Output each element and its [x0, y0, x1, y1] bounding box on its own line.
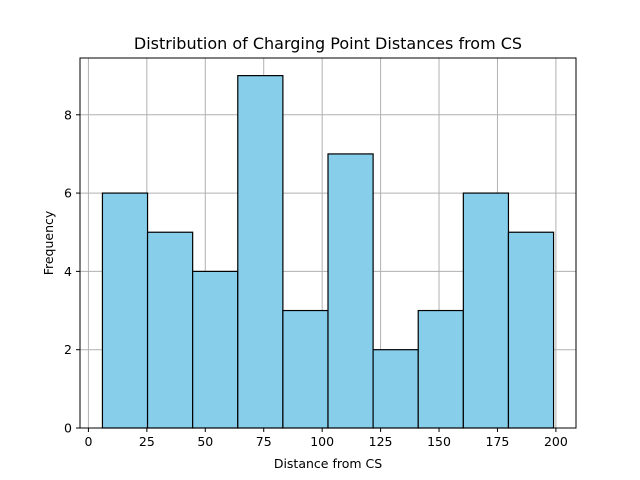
- x-tick-label: 75: [256, 434, 272, 449]
- x-axis-ticks: 0 25 50 75 100 125 150 175 200: [84, 428, 568, 449]
- histogram-bar: [192, 270, 239, 429]
- histogram-bar: [237, 75, 284, 429]
- y-axis-ticks: 0 2 4 6 8: [64, 107, 80, 436]
- histogram-bar: [101, 192, 149, 429]
- x-tick-label: 100: [310, 434, 334, 449]
- y-tick-label: 2: [64, 342, 72, 357]
- histogram-bar: [146, 231, 194, 429]
- histogram-bar: [282, 309, 329, 429]
- x-tick-label: 125: [369, 434, 393, 449]
- y-axis-label: Frequency: [41, 210, 56, 275]
- plot-frame: [79, 57, 577, 429]
- x-axis-label: Distance from CS: [274, 456, 382, 471]
- y-tick-label: 0: [64, 421, 72, 436]
- y-tick-label: 4: [64, 264, 72, 279]
- chart-title: Distribution of Charging Point Distances…: [134, 34, 522, 53]
- y-tick-label: 6: [64, 186, 72, 201]
- y-tick-label: 8: [64, 107, 72, 122]
- histogram-bars: [101, 75, 555, 429]
- histogram-bar: [507, 231, 555, 429]
- x-tick-label: 0: [84, 434, 92, 449]
- x-tick-label: 175: [486, 434, 510, 449]
- x-tick-label: 50: [197, 434, 213, 449]
- histogram-bar: [327, 153, 374, 429]
- histogram-bar: [372, 349, 419, 429]
- histogram-bar: [417, 309, 464, 429]
- x-tick-label: 200: [544, 434, 568, 449]
- histogram-bar: [462, 192, 510, 429]
- x-tick-label: 150: [427, 434, 451, 449]
- x-tick-label: 25: [139, 434, 155, 449]
